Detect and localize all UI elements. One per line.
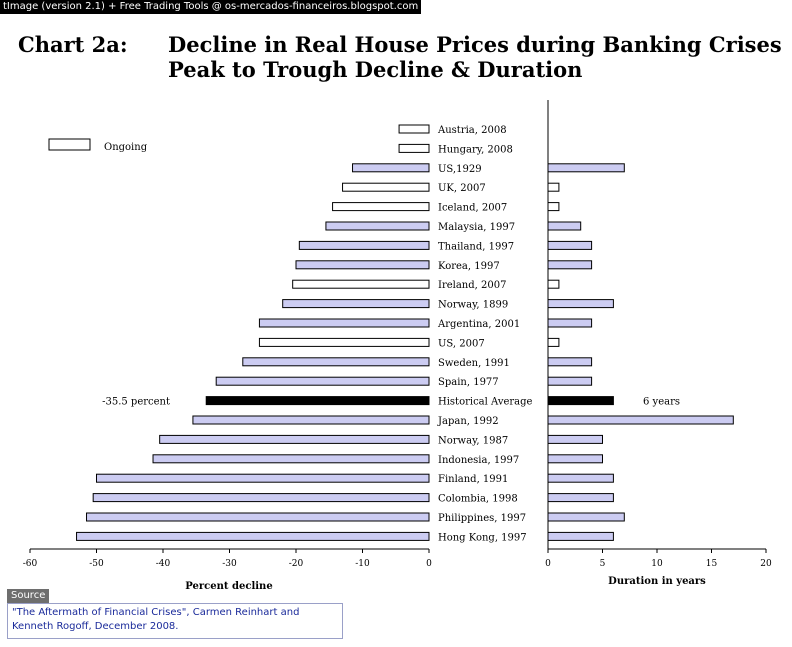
source-tab[interactable]: Source	[7, 589, 50, 603]
decline-bar	[86, 512, 430, 522]
decline-bar	[215, 376, 430, 386]
chart-title-line-1: Decline in Real House Prices during Bank…	[168, 32, 782, 57]
duration-bar	[547, 318, 593, 328]
decline-bar	[205, 396, 430, 406]
category-label: Iceland, 2007	[438, 203, 507, 214]
category-label: Ireland, 2007	[438, 280, 506, 291]
category-label: Colombia, 1998	[438, 494, 518, 505]
category-label: Spain, 1977	[438, 377, 499, 388]
chart-number-label: Chart 2a:	[18, 32, 128, 57]
x-tick-label: -30	[222, 559, 237, 569]
decline-bar	[92, 493, 430, 503]
decline-bar	[258, 318, 430, 328]
category-label: Austria, 2008	[437, 125, 507, 136]
duration-bar	[547, 337, 560, 347]
duration-bar	[547, 182, 560, 192]
decline-bar	[282, 299, 430, 309]
legend-label-ongoing: Ongoing	[104, 142, 148, 153]
category-label: Philippines, 1997	[438, 513, 526, 524]
average-duration-annotation: 6 years	[643, 397, 680, 408]
x-tick-label: -20	[289, 559, 304, 569]
decline-bar	[96, 473, 430, 483]
category-label: Hong Kong, 1997	[438, 532, 527, 543]
x-tick-label: 0	[545, 559, 551, 569]
x-axis-label: Duration in years	[608, 576, 706, 587]
category-label: US, 2007	[438, 338, 485, 349]
average-decline-annotation: -35.5 percent	[102, 397, 170, 408]
category-label: UK, 2007	[438, 183, 486, 194]
category-label: Historical Average	[438, 397, 533, 408]
x-tick-label: 0	[426, 559, 432, 569]
category-label: US,1929	[438, 164, 482, 175]
x-tick-label: -60	[23, 559, 38, 569]
duration-bar	[547, 260, 593, 270]
x-tick-label: -50	[89, 559, 104, 569]
watermark-banner: tImage (version 2.1) + Free Trading Tool…	[0, 0, 422, 14]
chart-legend: Ongoing	[48, 138, 148, 153]
chart-title-line-2: Peak to Trough Decline & Duration	[168, 57, 583, 82]
category-label: Hungary, 2008	[438, 144, 513, 155]
category-label: Argentina, 2001	[437, 319, 520, 330]
category-label: Sweden, 1991	[438, 358, 510, 369]
decline-bar	[352, 163, 430, 173]
category-label: Norway, 1987	[438, 435, 508, 446]
decline-bar	[295, 260, 430, 270]
category-label: Japan, 1992	[437, 416, 499, 427]
x-tick-label: 15	[706, 559, 718, 569]
category-label: Korea, 1997	[438, 261, 500, 272]
duration-bar	[547, 376, 593, 386]
decline-bar	[325, 221, 430, 231]
decline-bar	[192, 415, 430, 425]
duration-bar	[547, 357, 593, 367]
duration-bar	[547, 240, 593, 250]
duration-bar	[547, 415, 734, 425]
decline-bar	[76, 531, 430, 541]
duration-bar	[547, 299, 614, 309]
chart-title: Decline in Real House Prices during Bank…	[168, 32, 782, 82]
decline-bar	[292, 279, 430, 289]
duration-bar	[547, 202, 560, 212]
duration-bar	[547, 396, 614, 406]
duration-bar	[547, 434, 603, 444]
decline-bar	[398, 143, 430, 153]
x-tick-label: 20	[760, 559, 772, 569]
duration-bar	[547, 493, 614, 503]
percent-decline-panel: Austria, 2008 Hungary, 2008 US,1929 UK, 200…	[23, 124, 533, 592]
duration-bar	[547, 163, 625, 173]
duration-bar	[547, 473, 614, 483]
decline-bar	[159, 434, 430, 444]
x-tick-label: -10	[355, 559, 370, 569]
decline-bar	[398, 124, 430, 134]
category-label: Indonesia, 1997	[438, 455, 519, 466]
duration-bar	[547, 454, 603, 464]
legend-swatch-ongoing	[48, 138, 91, 151]
duration-bar	[547, 221, 582, 231]
x-tick-label: 5	[600, 559, 606, 569]
duration-bar	[547, 279, 560, 289]
decline-bar	[152, 454, 430, 464]
category-label: Malaysia, 1997	[438, 222, 515, 233]
decline-bar	[298, 240, 430, 250]
decline-bar	[242, 357, 430, 367]
x-axis-label: Percent decline	[185, 581, 272, 592]
category-label: Thailand, 1997	[438, 241, 514, 252]
x-tick-label: -40	[156, 559, 171, 569]
duration-bar	[547, 512, 625, 522]
category-label: Finland, 1991	[438, 474, 508, 485]
decline-bar	[342, 182, 430, 192]
duration-panel: 6 years 0 5 10 15 20 Duration in years	[545, 100, 772, 587]
decline-bar	[258, 337, 430, 347]
decline-bar	[332, 202, 430, 212]
duration-bar	[547, 531, 614, 541]
x-tick-label: 10	[651, 559, 663, 569]
category-label: Norway, 1899	[438, 300, 508, 311]
source-citation: "The Aftermath of Financial Crises", Car…	[7, 603, 343, 639]
